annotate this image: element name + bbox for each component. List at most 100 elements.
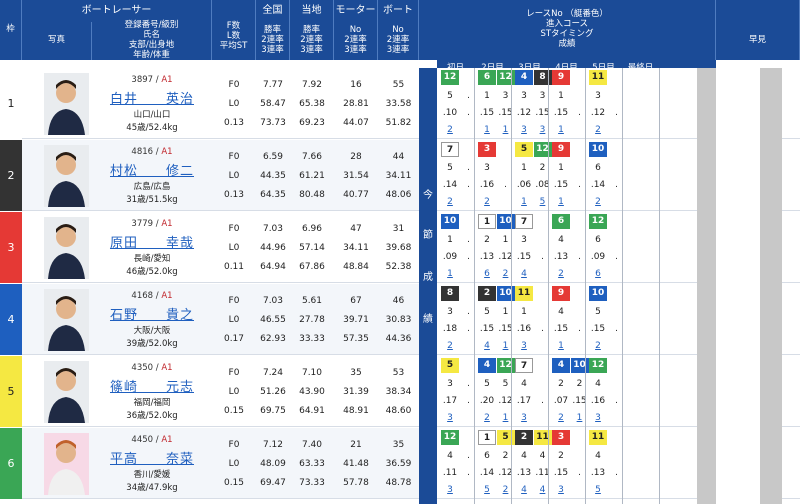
result-st: .15 <box>479 108 495 118</box>
result-st: . <box>467 396 470 406</box>
result-finish-link[interactable]: 6 <box>595 269 601 279</box>
result-course: 4 <box>558 307 564 317</box>
result-cell: 10 1 .09 1 <box>441 212 459 283</box>
motor-value: 28.81 <box>343 99 369 109</box>
gray-column <box>760 68 782 504</box>
stats-cell: F0 L0 0.15 <box>212 364 256 421</box>
result-finish-link[interactable]: 3 <box>521 125 527 135</box>
motor-cell: 28 31.54 40.77 <box>334 148 378 205</box>
national-value: 69.75 <box>260 406 286 416</box>
photo-label: 写真 <box>47 35 65 46</box>
result-finish-link[interactable]: 5 <box>539 197 546 207</box>
motor-value: 39.71 <box>343 315 369 325</box>
result-st: .15 <box>553 180 569 190</box>
racer-name-link[interactable]: 石野 貴之 <box>109 308 194 323</box>
national-value: 7.77 <box>262 80 284 90</box>
result-st: . <box>467 108 470 118</box>
racer-name-link[interactable]: 原田 幸哉 <box>109 236 194 251</box>
result-finish-link[interactable]: 3 <box>521 413 527 423</box>
result-cell: 12 5 .10 2 <box>441 68 459 139</box>
result-finish-link[interactable]: 1 <box>576 413 583 423</box>
result-finish-link[interactable]: 3 <box>447 413 453 423</box>
result-finish-link[interactable]: 2 <box>447 341 453 351</box>
result-finish-link[interactable]: 2 <box>558 413 564 423</box>
result-finish-link[interactable]: 1 <box>502 341 509 351</box>
result-cell: 12 3 .15 1 <box>496 68 515 139</box>
result-finish-link[interactable]: 2 <box>447 125 453 135</box>
result-cell: 3 2 .15 3 <box>552 428 570 499</box>
result-finish-link[interactable]: 3 <box>521 341 527 351</box>
day-separator <box>511 68 512 504</box>
result-race-no: 7 <box>441 142 459 157</box>
header-motor: モーター <box>334 0 378 22</box>
result-finish-link[interactable]: 2 <box>447 197 453 207</box>
boat-value: 33.58 <box>385 99 412 109</box>
result-finish-link[interactable]: 1 <box>502 125 509 135</box>
result-finish-link[interactable]: 5 <box>484 485 490 495</box>
result-finish-link[interactable]: 5 <box>595 485 601 495</box>
result-finish-link[interactable]: 2 <box>558 269 564 279</box>
result-finish-link[interactable]: 4 <box>521 269 527 279</box>
motor-value: 57.78 <box>343 478 369 488</box>
result-finish-link[interactable]: 4 <box>521 485 527 495</box>
result-finish-link[interactable]: 3 <box>558 485 564 495</box>
result-cell: 5 3 .17 3 <box>441 356 459 427</box>
result-finish-link[interactable]: 1 <box>484 125 490 135</box>
result-finish-link[interactable]: 4 <box>539 485 546 495</box>
result-finish-link[interactable]: 2 <box>595 341 601 351</box>
result-finish-link[interactable]: 2 <box>502 485 509 495</box>
result-finish-link[interactable]: 3 <box>595 413 601 423</box>
stats-value: 0.15 <box>223 478 245 488</box>
racer-name-link[interactable]: 白井 英治 <box>109 92 194 107</box>
result-finish-link[interactable]: 2 <box>595 125 601 135</box>
racer-name-link[interactable]: 平高 奈菜 <box>109 452 194 467</box>
result-cell: . <box>571 212 589 283</box>
racer-age: 36歳/52.0kg <box>126 411 178 421</box>
local-value: 65.38 <box>299 99 325 109</box>
result-race-no: 1 <box>478 214 496 229</box>
result-finish-link[interactable]: 1 <box>558 197 564 207</box>
result-st: .15 <box>553 468 569 478</box>
national-cell: 7.24 51.26 69.75 <box>256 364 290 421</box>
result-finish-link[interactable]: 1 <box>558 341 564 351</box>
result-finish-link[interactable]: 2 <box>502 269 509 279</box>
result-finish-link[interactable]: 3 <box>539 125 546 135</box>
racer-class: A1 <box>161 219 173 229</box>
racer-info: 4816 / A1 村松 修二 広島/広島 31歳/51.5kg <box>92 140 212 211</box>
racer-reg-no: 4168 / <box>131 291 162 301</box>
local-sub-label: 勝率 2連率 3連率 <box>300 25 323 55</box>
racer-reg: 4168 / A1 <box>92 291 212 301</box>
result-race-no: 10 <box>496 214 515 229</box>
result-st: .11 <box>442 468 458 478</box>
result-finish-link[interactable]: 2 <box>484 413 490 423</box>
boat-value: 38.34 <box>385 387 412 397</box>
result-cell: 9 1 .15 1 <box>552 68 570 139</box>
national-value: 58.47 <box>260 99 286 109</box>
result-finish-link[interactable]: 1 <box>447 269 453 279</box>
result-cell: 12 6 .09 6 <box>589 212 607 283</box>
result-st: . <box>467 324 470 334</box>
result-finish-link[interactable]: 4 <box>484 341 490 351</box>
result-finish-link[interactable]: 3 <box>447 485 453 495</box>
racer-photo <box>44 433 89 495</box>
result-course: . <box>467 91 470 101</box>
result-finish-link[interactable]: 1 <box>521 197 527 207</box>
national-value: 48.09 <box>260 459 286 469</box>
motor-value: 48.84 <box>343 262 369 272</box>
stats-value: 0.13 <box>223 190 245 200</box>
result-st: .12 <box>498 396 513 406</box>
result-finish-link[interactable]: 1 <box>558 125 564 135</box>
early-column <box>716 68 760 504</box>
result-st: .14 <box>590 180 606 190</box>
racer-name-link[interactable]: 村松 修二 <box>109 164 194 179</box>
result-finish-link[interactable]: 1 <box>502 413 509 423</box>
early-label: 早見 <box>748 35 766 45</box>
racer-photo <box>44 217 89 279</box>
result-finish-link[interactable]: 6 <box>484 269 490 279</box>
racer-name-link[interactable]: 篠崎 元志 <box>109 380 194 395</box>
result-course: 5 <box>484 379 490 389</box>
stats-value: F0 <box>228 152 240 162</box>
national-value: 62.93 <box>260 334 286 344</box>
result-finish-link[interactable]: 2 <box>595 197 601 207</box>
result-finish-link[interactable]: 2 <box>484 197 490 207</box>
